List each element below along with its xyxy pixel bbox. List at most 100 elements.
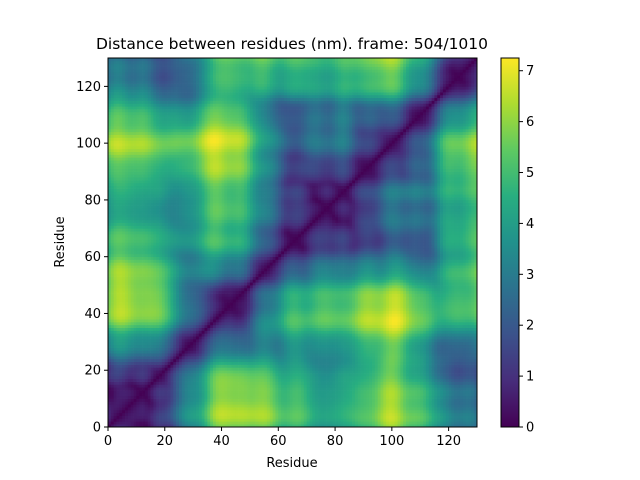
heatmap-cell xyxy=(127,145,132,150)
heatmap-cell xyxy=(130,253,134,258)
heatmap-cell xyxy=(181,233,185,238)
heatmap-cell xyxy=(173,404,177,408)
heatmap-cell xyxy=(133,140,137,144)
heatmap-cell xyxy=(127,188,132,192)
heatmap-cell xyxy=(193,137,197,141)
heatmap-cell xyxy=(110,321,115,326)
heatmap-cell xyxy=(133,401,137,405)
heatmap-cell xyxy=(207,114,211,118)
heatmap-cell xyxy=(178,134,183,138)
heatmap-cell xyxy=(156,407,160,411)
heatmap-cell xyxy=(142,276,146,280)
heatmap-cell xyxy=(190,268,194,272)
heatmap-cell xyxy=(133,77,137,82)
heatmap-cell xyxy=(130,395,134,399)
heatmap-cell xyxy=(127,276,132,280)
heatmap-cell xyxy=(130,245,134,249)
heatmap-cell xyxy=(193,205,197,209)
heatmap-cell xyxy=(127,94,132,99)
heatmap-cell xyxy=(133,236,137,241)
heatmap-cell xyxy=(167,60,171,65)
heatmap-cell xyxy=(153,242,157,246)
heatmap-cell xyxy=(184,268,188,272)
heatmap-cell xyxy=(167,236,171,241)
heatmap-cell xyxy=(198,324,203,329)
heatmap-cell xyxy=(210,222,214,226)
heatmap-cell xyxy=(184,60,188,65)
heatmap-cell xyxy=(156,157,160,161)
heatmap-cell xyxy=(110,239,115,243)
heatmap-cell xyxy=(147,197,151,201)
heatmap-cell xyxy=(156,140,160,144)
heatmap-cell xyxy=(201,94,205,99)
heatmap-cell xyxy=(116,256,120,260)
heatmap-cell xyxy=(113,143,117,147)
heatmap-cell xyxy=(215,370,220,374)
heatmap-cell xyxy=(159,262,163,266)
heatmap-cell xyxy=(204,114,208,118)
heatmap-cell xyxy=(213,165,217,170)
heatmap-cell xyxy=(113,321,117,326)
heatmap-cell xyxy=(215,356,220,360)
heatmap-cell xyxy=(133,395,137,399)
heatmap-cell xyxy=(113,319,117,323)
heatmap-cell xyxy=(142,313,146,317)
heatmap-cell xyxy=(142,154,146,158)
heatmap-cell xyxy=(215,409,220,414)
heatmap-cell xyxy=(213,185,217,189)
heatmap-cell xyxy=(176,361,180,365)
heatmap-cell xyxy=(193,251,197,255)
heatmap-cell xyxy=(161,279,166,283)
heatmap-cell xyxy=(159,114,163,118)
heatmap-cell xyxy=(150,387,154,391)
heatmap-cell xyxy=(159,216,163,221)
heatmap-cell xyxy=(207,225,211,229)
heatmap-cell xyxy=(144,137,149,141)
heatmap-cell xyxy=(201,259,205,263)
heatmap-cell xyxy=(119,276,123,280)
heatmap-cell xyxy=(108,114,112,118)
heatmap-cell xyxy=(125,248,129,252)
heatmap-cell xyxy=(136,378,140,382)
heatmap-cell xyxy=(130,69,134,73)
heatmap-cell xyxy=(156,387,160,391)
heatmap-cell xyxy=(110,327,115,331)
heatmap-cell xyxy=(119,310,123,314)
heatmap-cell xyxy=(125,339,129,343)
heatmap-cell xyxy=(159,131,163,135)
heatmap-cell xyxy=(136,160,140,164)
heatmap-cell xyxy=(190,290,194,294)
heatmap-cell xyxy=(130,290,134,294)
heatmap-cell xyxy=(119,120,123,124)
heatmap-cell xyxy=(110,117,115,121)
heatmap-cell xyxy=(184,151,188,155)
heatmap-cell xyxy=(108,120,112,124)
heatmap-cell xyxy=(176,415,180,419)
heatmap-cell xyxy=(195,216,200,221)
heatmap-cell xyxy=(110,111,115,116)
heatmap-cell xyxy=(130,361,134,365)
heatmap-cell xyxy=(113,310,117,314)
heatmap-cell xyxy=(173,273,177,277)
heatmap-cell xyxy=(164,421,168,425)
heatmap-cell xyxy=(159,290,163,294)
heatmap-cell xyxy=(119,265,123,269)
heatmap-cell xyxy=(207,188,211,192)
heatmap-cell xyxy=(156,378,160,382)
heatmap-cell xyxy=(215,350,220,354)
heatmap-cell xyxy=(178,350,183,354)
heatmap-cell xyxy=(204,168,208,172)
heatmap-cell xyxy=(210,168,214,172)
heatmap-cell xyxy=(142,307,146,311)
heatmap-cell xyxy=(210,72,214,76)
heatmap-cell xyxy=(147,191,151,195)
heatmap-cell xyxy=(139,140,143,144)
heatmap-cell xyxy=(176,123,180,127)
heatmap-cell xyxy=(190,231,194,235)
heatmap-cell xyxy=(159,89,163,93)
heatmap-cell xyxy=(187,191,191,195)
heatmap-cell xyxy=(116,248,120,252)
heatmap-cell xyxy=(110,333,115,337)
heatmap-cell xyxy=(215,273,220,277)
